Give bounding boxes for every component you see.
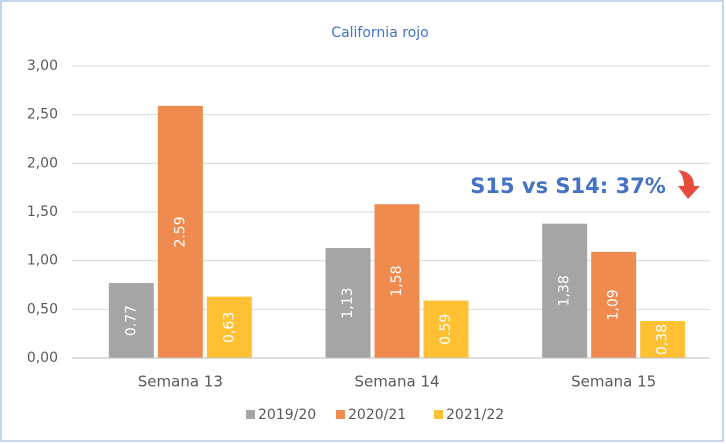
value-label: 0,38: [655, 324, 671, 355]
value-label: 0.77: [123, 305, 139, 336]
value-label: 1,09: [606, 289, 622, 320]
value-label: 2.59: [172, 216, 188, 247]
value-label: 0,63: [221, 312, 237, 343]
x-tick-label: Semana 15: [571, 373, 656, 391]
x-tick-label: Semana 13: [138, 373, 223, 391]
legend-swatch: [246, 410, 255, 419]
bar: [542, 223, 588, 358]
bar: [108, 283, 154, 358]
bar: [206, 296, 252, 358]
legend-swatch: [434, 410, 443, 419]
arrow-icon: [678, 170, 700, 199]
y-tick-label: 0,00: [27, 350, 58, 366]
legend-swatch: [336, 410, 345, 419]
bar: [591, 251, 637, 358]
legend-label: 2019/20: [258, 407, 316, 423]
bar: [423, 300, 469, 358]
legend-label: 2021/22: [446, 407, 504, 423]
y-tick-label: 1,50: [27, 204, 58, 220]
x-tick-label: Semana 14: [354, 373, 439, 391]
bar: [640, 321, 686, 358]
legend-label: 2020/21: [348, 407, 406, 423]
value-label: 1,38: [557, 275, 573, 306]
y-tick-label: 3,00: [27, 58, 58, 74]
y-tick-label: 2,50: [27, 107, 58, 123]
annotation: S15 vs S14: 37%: [470, 174, 665, 198]
y-tick-label: 2,00: [27, 155, 58, 171]
value-label: 1,58: [389, 266, 405, 297]
y-tick-label: 1,00: [27, 253, 58, 269]
bar: [374, 204, 420, 358]
chart-title: California rojo: [331, 25, 428, 41]
value-label: 0.59: [438, 314, 454, 345]
y-tick-label: 0,50: [27, 301, 58, 317]
bar: [157, 105, 203, 358]
value-label: 1,13: [340, 287, 356, 318]
bar: [325, 248, 371, 358]
